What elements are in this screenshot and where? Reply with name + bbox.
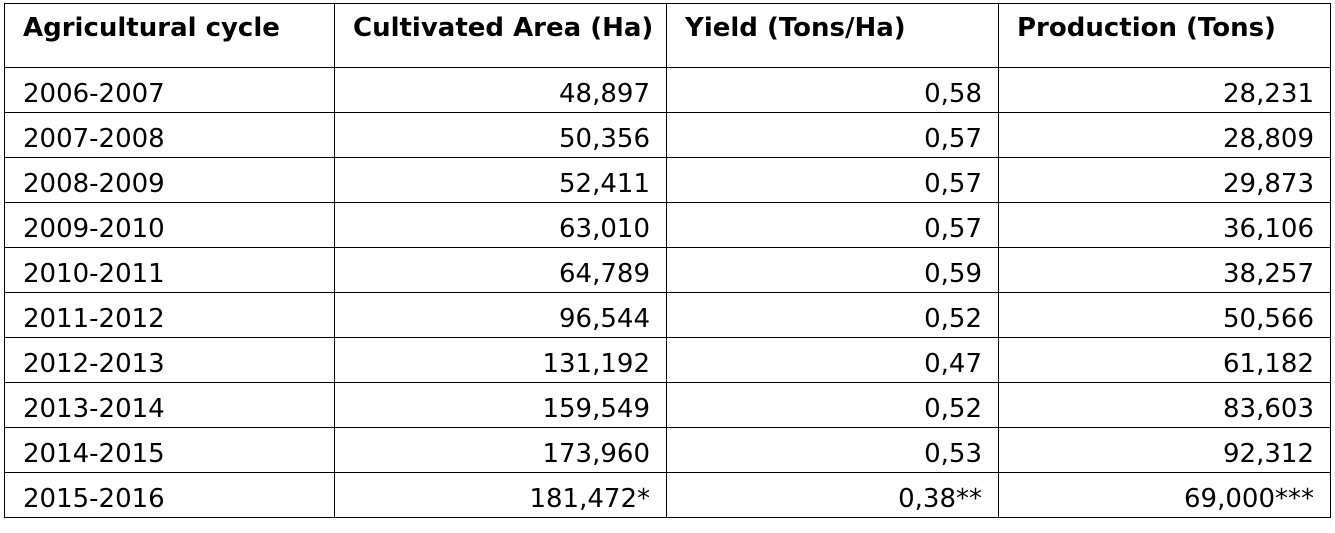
cycle-cell: 2014-2015 xyxy=(4,427,335,473)
production-cell: 29,873 xyxy=(998,157,1331,203)
production-cell: 28,809 xyxy=(998,112,1331,158)
table-row: 2010-2011 64,789 0,59 38,257 xyxy=(4,247,1331,293)
cultivated-area-cell: 50,356 xyxy=(334,112,667,158)
yield-cell: 0,47 xyxy=(666,337,999,383)
table-row: 2008-2009 52,411 0,57 29,873 xyxy=(4,157,1331,203)
table-row: 2013-2014 159,549 0,52 83,603 xyxy=(4,382,1331,428)
table-row: 2009-2010 63,010 0,57 36,106 xyxy=(4,202,1331,248)
yield-cell: 0,52 xyxy=(666,382,999,428)
production-cell: 61,182 xyxy=(998,337,1331,383)
production-cell: 92,312 xyxy=(998,427,1331,473)
cultivated-area-cell: 131,192 xyxy=(334,337,667,383)
cultivated-area-cell: 48,897 xyxy=(334,67,667,113)
header-yield: Yield (Tons/Ha) xyxy=(666,3,999,68)
cultivated-area-cell: 64,789 xyxy=(334,247,667,293)
table-body: 2006-2007 48,897 0,58 28,231 2007-2008 50,356… xyxy=(4,67,1331,518)
cycle-cell: 2007-2008 xyxy=(4,112,335,158)
yield-cell: 0,52 xyxy=(666,292,999,338)
yield-cell: 0,58 xyxy=(666,67,999,113)
production-cell: 38,257 xyxy=(998,247,1331,293)
header-production: Production (Tons) xyxy=(998,3,1331,68)
cycle-cell: 2012-2013 xyxy=(4,337,335,383)
cultivated-area-cell: 181,472* xyxy=(334,472,667,518)
cycle-cell: 2009-2010 xyxy=(4,202,335,248)
table-header-row: Agricultural cycle Cultivated Area (Ha) … xyxy=(4,3,1331,68)
table-row: 2007-2008 50,356 0,57 28,809 xyxy=(4,112,1331,158)
yield-cell: 0,59 xyxy=(666,247,999,293)
yield-cell: 0,57 xyxy=(666,157,999,203)
cultivated-area-cell: 96,544 xyxy=(334,292,667,338)
table-row: 2014-2015 173,960 0,53 92,312 xyxy=(4,427,1331,473)
table-row: 2012-2013 131,192 0,47 61,182 xyxy=(4,337,1331,383)
cycle-cell: 2008-2009 xyxy=(4,157,335,203)
production-cell: 83,603 xyxy=(998,382,1331,428)
yield-cell: 0,57 xyxy=(666,202,999,248)
table-row: 2011-2012 96,544 0,52 50,566 xyxy=(4,292,1331,338)
cultivated-area-cell: 159,549 xyxy=(334,382,667,428)
header-agricultural-cycle: Agricultural cycle xyxy=(4,3,335,68)
cultivated-area-cell: 63,010 xyxy=(334,202,667,248)
cultivated-area-cell: 173,960 xyxy=(334,427,667,473)
table-row: 2015-2016 181,472* 0,38** 69,000*** xyxy=(4,472,1331,518)
yield-cell: 0,53 xyxy=(666,427,999,473)
cycle-cell: 2011-2012 xyxy=(4,292,335,338)
header-cultivated-area: Cultivated Area (Ha) xyxy=(334,3,667,68)
production-cell: 50,566 xyxy=(998,292,1331,338)
cultivated-area-cell: 52,411 xyxy=(334,157,667,203)
production-cell: 69,000*** xyxy=(998,472,1331,518)
table-row: 2006-2007 48,897 0,58 28,231 xyxy=(4,67,1331,113)
agricultural-data-table: Agricultural cycle Cultivated Area (Ha) … xyxy=(4,3,1331,518)
cycle-cell: 2010-2011 xyxy=(4,247,335,293)
cycle-cell: 2013-2014 xyxy=(4,382,335,428)
yield-cell: 0,57 xyxy=(666,112,999,158)
production-cell: 28,231 xyxy=(998,67,1331,113)
cycle-cell: 2015-2016 xyxy=(4,472,335,518)
production-cell: 36,106 xyxy=(998,202,1331,248)
cycle-cell: 2006-2007 xyxy=(4,67,335,113)
yield-cell: 0,38** xyxy=(666,472,999,518)
